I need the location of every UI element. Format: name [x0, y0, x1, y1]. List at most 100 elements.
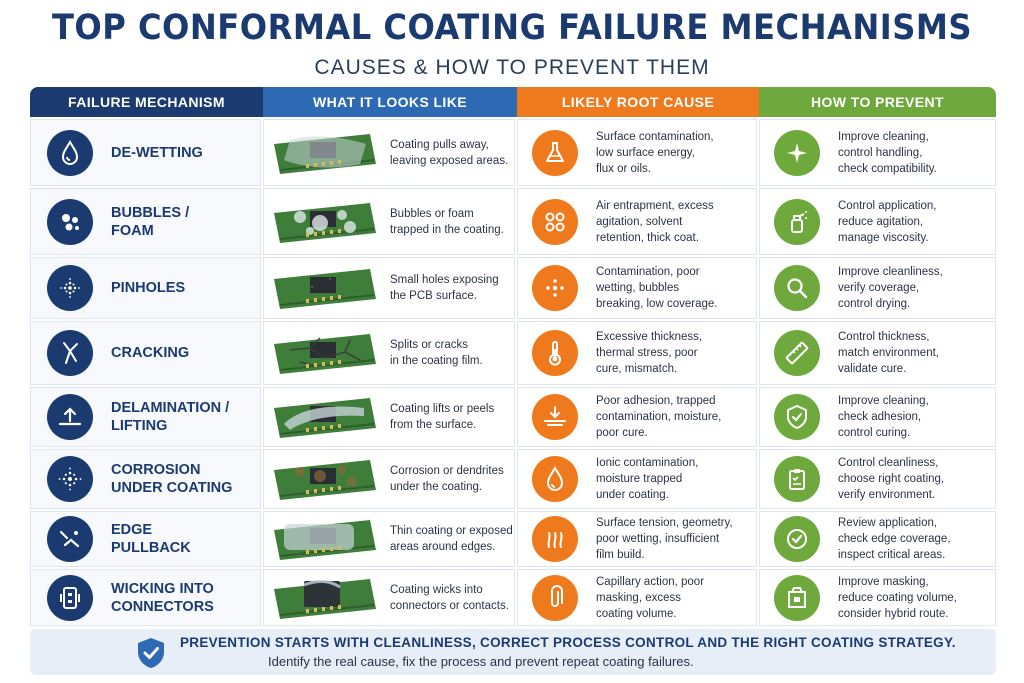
looks-text: Coating pulls away, leaving exposed area… — [390, 138, 509, 167]
prevent-text: Improve cleaning, check adhesion, contro… — [838, 395, 929, 439]
thermometer-icon — [549, 341, 561, 366]
prevent-icon — [774, 516, 820, 562]
cause-text: Capillary action, poor masking, excess c… — [596, 575, 705, 620]
cause-text: Ionic contamination, moisture trapped un… — [596, 457, 699, 501]
header-how-to-prevent: HOW TO PREVENT — [759, 87, 996, 117]
magnifier-icon — [787, 278, 808, 299]
ruler-icon — [785, 341, 809, 365]
mechanism-name: CORROSION UNDER COATING — [111, 462, 233, 496]
column-headers: FAILURE MECHANISM WHAT IT LOOKS LIKE LIK… — [30, 87, 996, 117]
mechanism-cell: CORROSION UNDER COATING — [30, 449, 261, 509]
mechanism-icon — [47, 516, 93, 562]
mechanism-name: CRACKING — [111, 345, 190, 361]
header-failure-mechanism: FAILURE MECHANISM — [30, 87, 263, 117]
connector-icon — [60, 586, 80, 609]
page-title: TOP CONFORMAL COATING FAILURE MECHANISMS — [51, 8, 973, 48]
mask-box-icon — [788, 586, 806, 608]
looks-text: Small holes exposing the PCB surface. — [390, 274, 499, 302]
shield-check-icon — [787, 404, 807, 430]
pcb-thumbnail — [270, 516, 378, 562]
looks-cell: Thin coating or exposed areas around edg… — [263, 511, 515, 567]
pcb-photo — [274, 334, 376, 374]
prevent-cell: Control cleanliness, choose right coatin… — [759, 449, 996, 509]
mechanism-name: WICKING INTO CONNECTORS — [111, 580, 214, 615]
prevent-text: Review application, check edge coverage,… — [838, 517, 951, 561]
footer-banner: PREVENTION STARTS WITH CLEANLINESS, CORR… — [30, 629, 996, 675]
mechanism-cell: PINHOLES — [30, 257, 261, 319]
prevent-cell: Control thickness, match environment, va… — [759, 321, 996, 385]
table-row: CRACKING Splits or cracks in the coating… — [30, 321, 996, 385]
pcb-thumbnail — [270, 575, 378, 621]
prevent-cell: Control application, reduce agitation, m… — [759, 188, 996, 255]
looks-text: Coating wicks into connectors or contact… — [390, 583, 509, 612]
header-likely-root-cause: LIKELY ROOT CAUSE — [517, 87, 759, 117]
edge-icon — [59, 530, 80, 548]
cause-icon — [532, 456, 578, 502]
looks-cell: Coating lifts or peels from the surface. — [263, 387, 515, 447]
mechanism-cell: BUBBLES / FOAM — [30, 188, 261, 255]
prevent-cell: Improve cleaning, control handling, chec… — [759, 119, 996, 186]
shield-check-icon — [138, 638, 164, 668]
pcb-thumbnail — [270, 330, 378, 376]
pcb-thumbnail — [270, 130, 378, 176]
prevent-icon — [774, 574, 820, 621]
cause-icon — [532, 129, 578, 176]
table-row: PINHOLES Small holes exposing the PCB su… — [30, 257, 996, 319]
mechanism-cell: WICKING INTO CONNECTORS — [30, 569, 261, 626]
table-row: DE-WETTING Coating pulls away, leaving e… — [30, 119, 996, 186]
spray-bottle-icon — [791, 210, 807, 233]
footer-headline: PREVENTION STARTS WITH CLEANLINESS, CORR… — [180, 635, 956, 650]
prevent-cell: Improve masking, reduce coating volume, … — [759, 569, 996, 626]
pcb-photo — [274, 578, 376, 619]
cause-cell: Contamination, poor wetting, bubbles bre… — [517, 257, 757, 319]
cause-cell: Excessive thickness, thermal stress, poo… — [517, 321, 757, 385]
mechanism-icon — [47, 198, 93, 245]
clipboard-icon — [789, 469, 805, 490]
paperclip-icon — [551, 584, 563, 607]
looks-text: Splits or cracks in the coating film. — [390, 339, 483, 367]
looks-text: Coating lifts or peels from the surface. — [390, 403, 495, 431]
looks-text: Bubbles or foam trapped in the coating. — [390, 207, 504, 236]
table-row: CORROSION UNDER COATING Corrosion or den… — [30, 449, 996, 509]
mechanism-cell: DE-WETTING — [30, 119, 261, 186]
pcb-photo — [274, 133, 376, 174]
looks-cell: Coating wicks into connectors or contact… — [263, 569, 515, 626]
prevent-text: Improve cleaning, control handling, chec… — [838, 130, 937, 175]
looks-cell: Small holes exposing the PCB surface. — [263, 257, 515, 319]
cause-icon — [532, 330, 578, 376]
dot-cluster-icon — [546, 279, 564, 297]
footer-subline: Identify the real cause, fix the process… — [268, 654, 694, 669]
cause-cell: Poor adhesion, trapped contamination, mo… — [517, 387, 757, 447]
table-row: EDGE PULLBACK Thin coating or exposed ar… — [30, 511, 996, 567]
bubbles-icon — [62, 213, 79, 230]
mechanism-icon — [47, 129, 93, 176]
dots-icon — [60, 278, 80, 298]
mechanism-name: PINHOLES — [111, 280, 186, 296]
cause-cell: Air entrapment, excess agitation, solven… — [517, 188, 757, 255]
pcb-photo — [274, 202, 376, 243]
pcb-thumbnail — [270, 394, 378, 440]
table-row: BUBBLES / FOAM Bubbles or foam trapped i… — [30, 188, 996, 255]
pcb-photo — [274, 269, 376, 309]
pcb-thumbnail — [270, 199, 378, 245]
table-row: WICKING INTO CONNECTORS Coating wicks in… — [30, 569, 996, 626]
prevent-text: Control thickness, match environment, va… — [838, 331, 939, 375]
crack-icon — [63, 342, 78, 364]
page-subtitle: CAUSES & HOW TO PREVENT THEM — [314, 56, 710, 79]
prevent-icon — [774, 456, 820, 502]
prevent-text: Control cleanliness, choose right coatin… — [838, 457, 945, 501]
mechanism-icon — [47, 330, 93, 376]
mechanism-cell: EDGE PULLBACK — [30, 511, 261, 567]
prevent-icon — [774, 129, 820, 176]
mechanism-name: EDGE PULLBACK — [111, 522, 191, 556]
prevent-icon — [774, 265, 820, 311]
mechanism-name: DE-WETTING — [111, 144, 203, 161]
sparkle-icon — [787, 142, 807, 163]
looks-cell: Bubbles or foam trapped in the coating. — [263, 188, 515, 255]
pcb-photo — [274, 520, 376, 560]
water-drop-icon — [546, 465, 564, 491]
cause-icon — [532, 394, 578, 440]
prevent-text: Improve masking, reduce coating volume, … — [838, 575, 957, 620]
dots-ring-icon — [58, 467, 82, 491]
mechanism-name: BUBBLES / FOAM — [111, 204, 190, 239]
